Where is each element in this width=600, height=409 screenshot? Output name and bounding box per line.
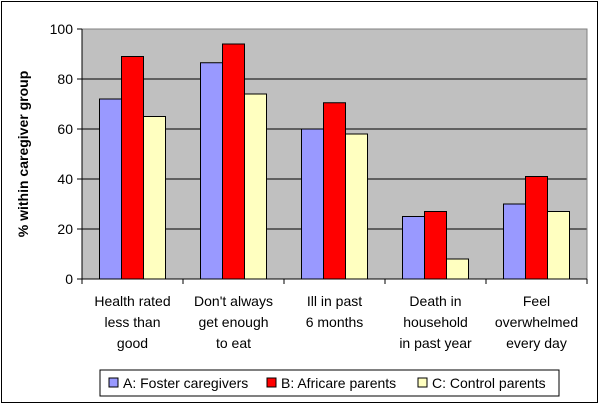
x-category-label: Death in household in past year — [399, 293, 472, 351]
bar-c — [345, 133, 368, 280]
y-axis-title: % within caregiver group — [15, 71, 31, 237]
bar-c — [244, 93, 267, 280]
bar-b — [121, 56, 144, 280]
bar-a — [301, 128, 324, 280]
x-category-label: Don't always get enough to eat — [194, 293, 273, 351]
y-tick-label: 20 — [57, 221, 73, 237]
legend-box — [99, 369, 560, 397]
bar-c — [143, 116, 166, 280]
x-category-label: Health rated less than good — [94, 293, 170, 351]
bar-c — [547, 211, 570, 280]
y-tick-label: 60 — [57, 121, 73, 137]
bar-b — [525, 176, 548, 280]
y-tick-label: 40 — [57, 171, 73, 187]
y-tick-label: 100 — [50, 21, 74, 37]
bar-b — [424, 211, 447, 280]
bar-a — [99, 98, 122, 280]
legend-swatch — [266, 377, 277, 388]
bar-c — [446, 258, 469, 280]
x-category-label: Ill in past 6 months — [306, 293, 364, 330]
bar-b — [323, 102, 346, 280]
legend-label: A: Foster caregivers — [123, 375, 248, 391]
bar-a — [200, 62, 223, 280]
legend-label: C: Control parents — [432, 375, 546, 391]
y-tick-label: 0 — [65, 271, 73, 287]
legend-swatch — [108, 377, 119, 388]
bar-b — [222, 43, 245, 280]
legend-label: B: Africare parents — [281, 375, 396, 391]
y-tick-label: 80 — [57, 71, 73, 87]
legend-swatch — [417, 377, 428, 388]
x-category-label: Feel overwhelmed every day — [495, 293, 578, 351]
bar-a — [503, 203, 526, 280]
bar-chart: 0 20 40 60 80 100 Health rated less than good Don… — [15, 21, 588, 397]
bar-a — [402, 216, 425, 280]
chart-frame: 0 20 40 60 80 100 Health rated less than good Don… — [1, 1, 598, 403]
